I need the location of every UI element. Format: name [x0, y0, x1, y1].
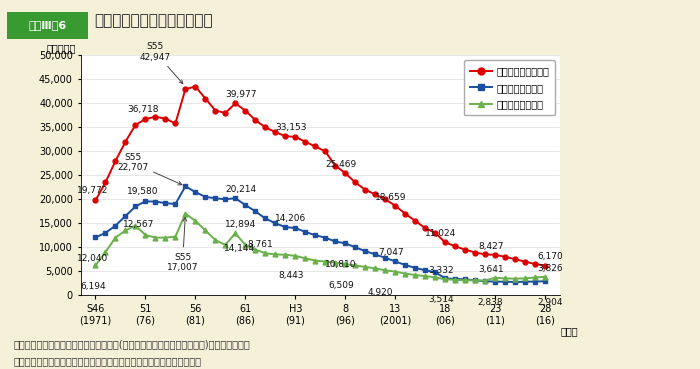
Text: 11,024: 11,024 — [425, 229, 456, 238]
Text: （年）: （年） — [561, 327, 579, 337]
Text: 25,469: 25,469 — [326, 160, 356, 169]
Text: 3,514: 3,514 — [428, 295, 454, 304]
Text: 資料Ⅲ－6: 資料Ⅲ－6 — [28, 20, 66, 31]
Text: 6,194: 6,194 — [80, 282, 106, 291]
Text: 資料：一般財団法人日本不動産研究所「山林素地及び山元立木価格調」: 資料：一般財団法人日本不動産研究所「山林素地及び山元立木価格調」 — [14, 356, 202, 366]
Text: 18,659: 18,659 — [375, 193, 407, 201]
Text: 6,170: 6,170 — [538, 252, 564, 261]
Text: 12,894: 12,894 — [225, 220, 256, 229]
Text: 8,761: 8,761 — [247, 240, 272, 249]
Text: 33,153: 33,153 — [275, 123, 307, 132]
Text: 2,838: 2,838 — [478, 298, 503, 307]
Text: 4,920: 4,920 — [368, 288, 393, 297]
Text: 20,214: 20,214 — [225, 185, 256, 194]
Text: 39,977: 39,977 — [225, 90, 257, 99]
Text: 10,810: 10,810 — [325, 260, 356, 269]
Legend: ヒノキ山元立木価格, スギ山元立木価格, マツ山元立木価格: ヒノキ山元立木価格, スギ山元立木価格, マツ山元立木価格 — [464, 60, 555, 115]
Text: 3,826: 3,826 — [538, 264, 564, 273]
Text: 3,332: 3,332 — [428, 266, 454, 275]
Text: 全国平均山元立木価格の推移: 全国平均山元立木価格の推移 — [94, 13, 213, 28]
Text: 36,718: 36,718 — [127, 104, 158, 114]
Text: 2,904: 2,904 — [538, 298, 564, 307]
Text: S55
42,947: S55 42,947 — [139, 42, 183, 84]
Text: 14,144: 14,144 — [224, 244, 256, 253]
Text: 6,509: 6,509 — [328, 281, 354, 290]
Text: 3,641: 3,641 — [478, 265, 503, 273]
Text: 12,567: 12,567 — [122, 220, 154, 230]
Text: 注：マツ山元立木価格は、北海道のマツ(トドマツ、エゾマツ、カラマツ)の価格である。: 注：マツ山元立木価格は、北海道のマツ(トドマツ、エゾマツ、カラマツ)の価格である… — [14, 339, 251, 349]
Text: 8,443: 8,443 — [278, 271, 304, 280]
Text: （円／㎥）: （円／㎥） — [47, 43, 76, 53]
Text: 14,206: 14,206 — [275, 214, 307, 223]
Text: 19,772: 19,772 — [77, 186, 108, 195]
Text: 19,580: 19,580 — [127, 187, 158, 196]
Text: 12,040: 12,040 — [77, 254, 108, 263]
Text: 7,047: 7,047 — [378, 248, 404, 257]
Text: 8,427: 8,427 — [478, 242, 503, 251]
Text: S55
17,007: S55 17,007 — [167, 217, 198, 272]
Text: S55
22,707: S55 22,707 — [117, 153, 182, 185]
